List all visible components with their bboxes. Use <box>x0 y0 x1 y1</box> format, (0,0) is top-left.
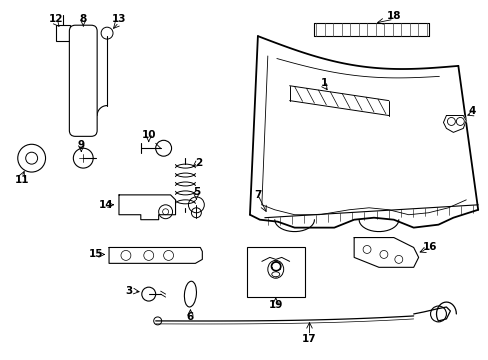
Polygon shape <box>109 247 202 264</box>
Text: 4: 4 <box>468 105 475 116</box>
Polygon shape <box>119 195 175 220</box>
Ellipse shape <box>267 260 283 278</box>
Text: 7: 7 <box>254 190 261 200</box>
FancyBboxPatch shape <box>56 25 70 41</box>
Text: 6: 6 <box>186 312 194 322</box>
Text: 2: 2 <box>194 158 202 168</box>
Text: 12: 12 <box>49 14 63 24</box>
Text: 10: 10 <box>141 130 156 140</box>
Text: 11: 11 <box>15 175 29 185</box>
Text: 5: 5 <box>192 187 200 197</box>
Text: 17: 17 <box>302 334 316 344</box>
Text: 1: 1 <box>320 78 327 88</box>
Text: 15: 15 <box>89 249 103 260</box>
Polygon shape <box>443 116 466 132</box>
Ellipse shape <box>184 281 196 307</box>
Text: 14: 14 <box>99 200 113 210</box>
Text: 18: 18 <box>386 11 400 21</box>
FancyBboxPatch shape <box>69 25 97 136</box>
Text: 8: 8 <box>80 14 87 24</box>
Text: 16: 16 <box>423 243 437 252</box>
Text: ♀: ♀ <box>268 260 282 279</box>
Text: 3: 3 <box>125 286 132 296</box>
Polygon shape <box>353 238 418 267</box>
Text: 9: 9 <box>78 140 84 150</box>
Ellipse shape <box>271 272 279 277</box>
Text: 13: 13 <box>111 14 126 24</box>
Text: 19: 19 <box>268 300 283 310</box>
FancyBboxPatch shape <box>246 247 304 297</box>
